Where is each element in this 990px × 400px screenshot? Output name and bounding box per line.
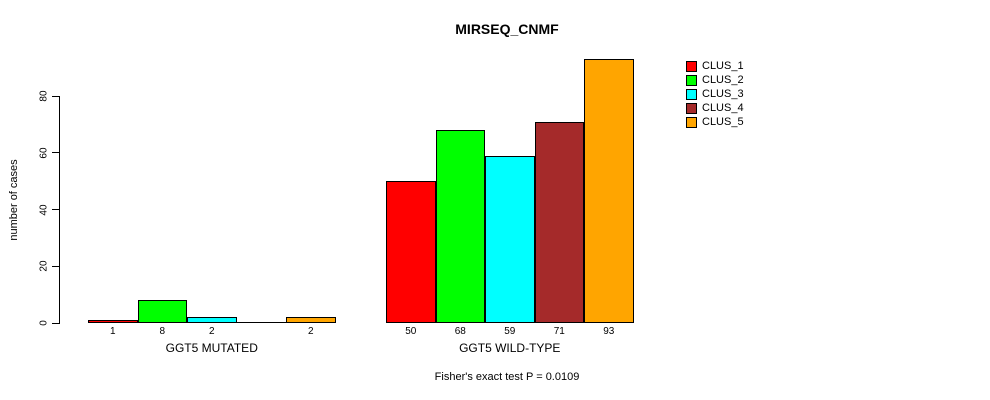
bar-clus_2-group1 (137, 300, 187, 323)
legend-swatch-icon (686, 75, 697, 86)
group-label: GGT5 WILD-TYPE (459, 341, 561, 355)
bar-clus_3-group1 (187, 317, 237, 323)
bar-clus_5-group1 (286, 317, 336, 323)
legend-item-clus_4: CLUS_4 (686, 103, 744, 114)
legend-label: CLUS_5 (702, 116, 744, 128)
y-tick-mark (52, 322, 60, 324)
legend-swatch-icon (686, 117, 697, 128)
y-tick-label: 20 (38, 260, 50, 272)
legend-item-clus_5: CLUS_5 (686, 117, 744, 128)
legend: CLUS_1 CLUS_2 CLUS_3 CLUS_4 CLUS_5 (686, 61, 744, 131)
bar-value-label: 50 (405, 326, 417, 337)
bar-value-label: 1 (109, 326, 116, 337)
y-tick-mark (52, 265, 60, 267)
bar-value-label: 71 (553, 326, 565, 337)
legend-label: CLUS_2 (702, 74, 744, 86)
bar-value-label: 2 (307, 326, 314, 337)
legend-item-clus_2: CLUS_2 (686, 75, 744, 86)
bar-value-label: 59 (504, 326, 516, 337)
y-axis-title: number of cases (8, 159, 20, 241)
y-tick-mark (52, 209, 60, 210)
y-tick-mark (52, 95, 60, 97)
y-tick-mark (52, 152, 60, 154)
bar-value-label: 2 (208, 326, 215, 337)
bar-value-label: 8 (159, 326, 166, 337)
legend-label: CLUS_4 (702, 102, 744, 114)
bar-clus_4-group1 (236, 322, 286, 323)
y-tick-label: 40 (38, 203, 50, 216)
bar-clus_3-group2 (485, 155, 535, 323)
legend-swatch-icon (686, 61, 697, 72)
bar-value-label: 93 (603, 326, 615, 337)
legend-swatch-icon (686, 89, 697, 100)
group-label: GGT5 MUTATED (165, 341, 258, 355)
y-tick-label: 80 (38, 90, 50, 102)
fisher-test-note: Fisher's exact test P = 0.0109 (434, 371, 580, 383)
bar-clus_1-group2 (386, 181, 436, 323)
chart-title: MIRSEQ_CNMF (455, 21, 559, 37)
bar-clus_5-group2 (584, 59, 634, 323)
legend-item-clus_3: CLUS_3 (686, 89, 744, 100)
bar-clus_1-group1 (88, 320, 138, 323)
bar-value-label: 68 (454, 326, 466, 337)
bar-clus_2-group2 (435, 130, 485, 323)
legend-item-clus_1: CLUS_1 (686, 61, 744, 72)
legend-label: CLUS_1 (702, 60, 744, 72)
y-tick-label: 60 (38, 147, 50, 159)
legend-swatch-icon (686, 103, 697, 114)
legend-label: CLUS_3 (702, 88, 744, 100)
bar-clus_4-group2 (534, 121, 584, 323)
y-tick-label: 0 (38, 320, 50, 326)
